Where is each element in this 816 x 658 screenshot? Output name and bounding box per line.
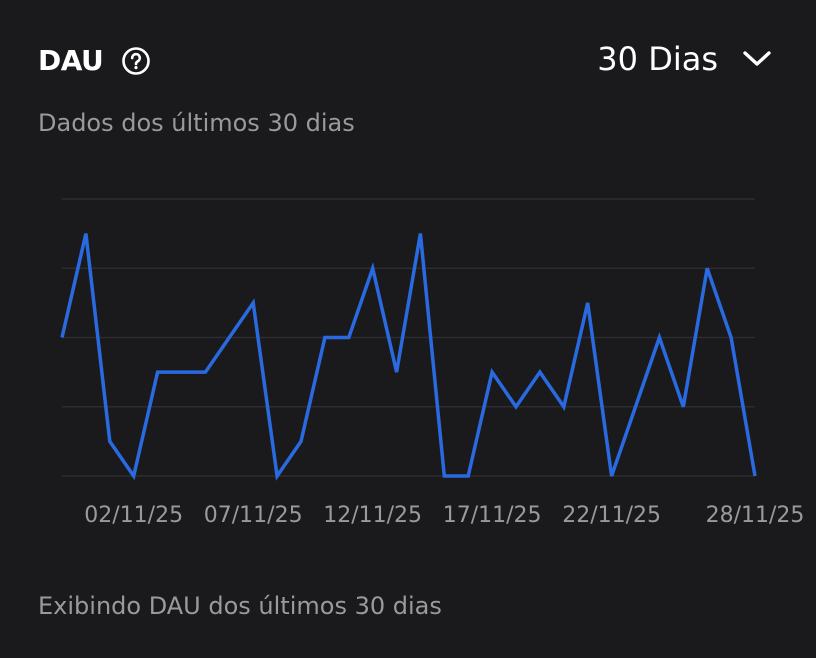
x-tick-label: 07/11/25 — [204, 503, 303, 528]
dau-series-line — [60, 233, 757, 481]
range-select[interactable]: 30 Dias — [597, 40, 772, 78]
dau-line-chart: 02/11/25 07/11/25 12/11/25 17/11/25 22/11/25… — [60, 198, 804, 528]
x-axis-tick-labels: 02/11/25 07/11/25 12/11/25 17/11/25 22/11/25… — [84, 503, 804, 528]
card-title: DAU — [38, 44, 104, 77]
x-tick-label: 17/11/25 — [443, 503, 542, 528]
question-circle-icon[interactable] — [121, 46, 151, 76]
x-tick-label: 28/11/25 — [706, 503, 805, 528]
x-tick-label: 12/11/25 — [323, 503, 422, 528]
chart-gridlines — [62, 198, 755, 477]
x-tick-label: 22/11/25 — [562, 503, 661, 528]
x-tick-label: 02/11/25 — [84, 503, 183, 528]
chevron-down-icon — [743, 51, 771, 66]
card-subtitle: Dados dos últimos 30 dias — [38, 109, 355, 137]
title-row: DAU — [38, 44, 151, 77]
card-footer: Exibindo DAU dos últimos 30 dias — [38, 592, 442, 620]
range-select-value: 30 Dias — [597, 40, 718, 78]
